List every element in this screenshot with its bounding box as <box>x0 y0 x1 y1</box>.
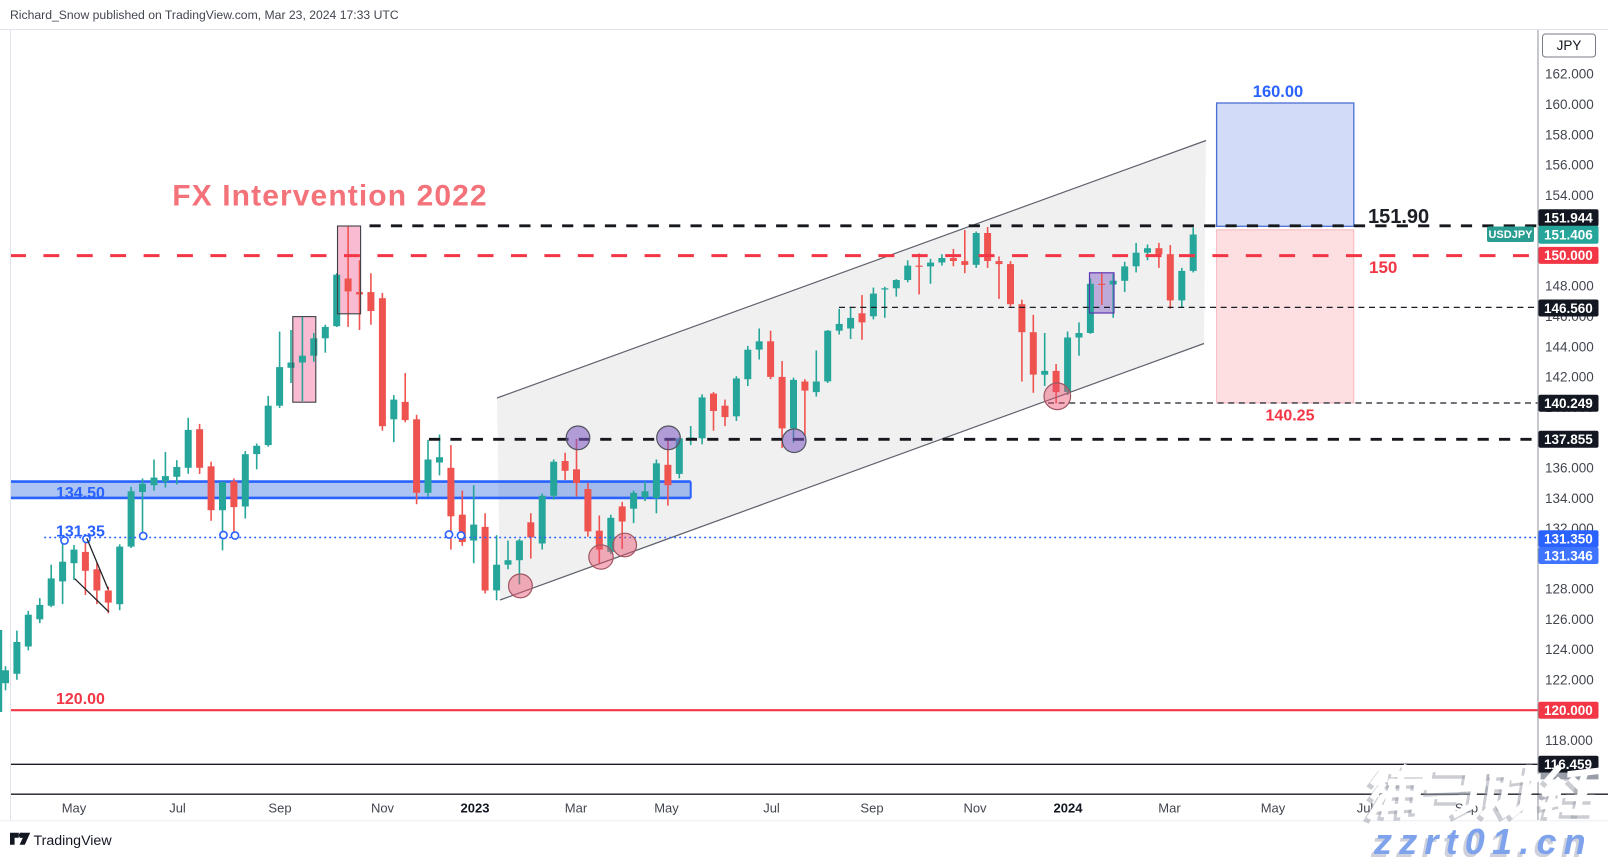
svg-text:Sep: Sep <box>268 801 291 816</box>
svg-text:FX Intervention 2022: FX Intervention 2022 <box>172 180 487 213</box>
svg-text:Nov: Nov <box>371 801 395 816</box>
svg-text:140.25: 140.25 <box>1266 408 1315 425</box>
svg-text:Sep: Sep <box>860 801 883 816</box>
svg-text:151.944: 151.944 <box>1544 211 1593 226</box>
svg-text:148.000: 148.000 <box>1545 279 1594 294</box>
svg-text:Nov: Nov <box>963 801 987 816</box>
svg-text:JPY: JPY <box>1557 38 1582 53</box>
svg-text:156.000: 156.000 <box>1545 158 1594 173</box>
svg-text:160.000: 160.000 <box>1545 97 1594 112</box>
svg-text:142.000: 142.000 <box>1545 370 1594 385</box>
svg-text:131.35: 131.35 <box>56 524 105 541</box>
svg-text:120.000: 120.000 <box>1544 703 1593 718</box>
svg-text:134.50: 134.50 <box>56 485 105 502</box>
svg-text:140.249: 140.249 <box>1544 396 1593 411</box>
svg-text:120.00: 120.00 <box>56 691 105 708</box>
svg-text:124.000: 124.000 <box>1545 642 1594 657</box>
svg-text:122.000: 122.000 <box>1545 673 1594 688</box>
svg-text:118.000: 118.000 <box>1545 733 1593 748</box>
svg-text:158.000: 158.000 <box>1545 127 1594 142</box>
svg-text:162.000: 162.000 <box>1545 67 1594 82</box>
svg-text:TradingView: TradingView <box>34 833 113 849</box>
svg-text:May: May <box>654 801 679 816</box>
svg-text:160.00: 160.00 <box>1253 83 1303 101</box>
svg-text:zzrt01.cn: zzrt01.cn <box>1370 824 1590 857</box>
svg-text:2023: 2023 <box>461 801 490 816</box>
svg-text:Jul: Jul <box>763 801 780 816</box>
svg-text:131.350: 131.350 <box>1544 532 1593 547</box>
svg-text:144.000: 144.000 <box>1545 339 1594 354</box>
svg-text:151.406: 151.406 <box>1544 228 1593 243</box>
svg-text:154.000: 154.000 <box>1545 188 1594 203</box>
svg-text:134.000: 134.000 <box>1545 491 1594 506</box>
svg-text:146.560: 146.560 <box>1544 301 1593 316</box>
svg-text:150.000: 150.000 <box>1544 248 1593 263</box>
svg-text:zzrt01.cn: zzrt01.cn <box>1373 821 1593 857</box>
svg-text:128.000: 128.000 <box>1545 582 1594 597</box>
svg-text:Richard_Snow published on Trad: Richard_Snow published on TradingView.co… <box>10 8 399 22</box>
svg-text:126.000: 126.000 <box>1545 612 1594 627</box>
svg-text:USDJPY: USDJPY <box>1488 229 1533 241</box>
svg-text:May: May <box>62 801 87 816</box>
svg-text:2024: 2024 <box>1054 801 1084 816</box>
svg-text:137.855: 137.855 <box>1544 432 1593 447</box>
svg-text:131.346: 131.346 <box>1544 548 1593 563</box>
svg-text:151.90: 151.90 <box>1368 206 1429 228</box>
svg-text:Mar: Mar <box>1158 801 1181 816</box>
svg-text:150: 150 <box>1369 258 1397 277</box>
svg-text:May: May <box>1261 801 1286 816</box>
svg-text:136.000: 136.000 <box>1545 461 1594 476</box>
svg-text:Jul: Jul <box>169 801 186 816</box>
svg-text:Mar: Mar <box>565 801 588 816</box>
